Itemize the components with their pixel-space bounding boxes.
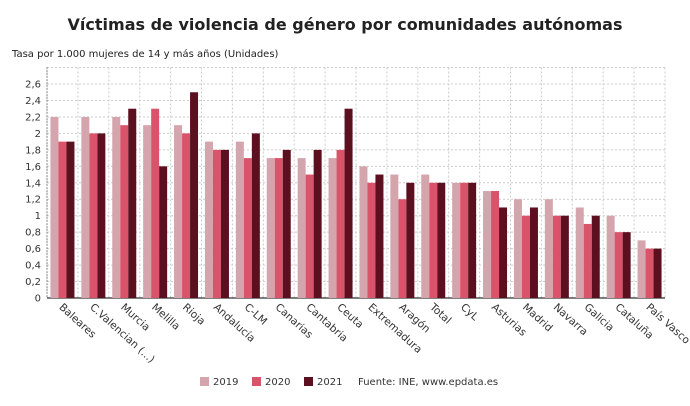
bar-2020 [274,158,283,298]
bar-2019 [483,191,492,298]
bar-2021 [313,149,322,298]
y-tick-label: 0,4 [25,261,41,272]
legend-label: 2021 [317,377,342,388]
y-tick-label: 2 [35,129,41,140]
bar-2021 [591,215,600,298]
bar-2021 [406,182,415,298]
x-tick-label: País Vasco [644,301,690,346]
bar-2021 [97,133,106,298]
y-tick-label: 2,2 [25,112,41,123]
bar-2021 [375,174,384,298]
chart-title: Víctimas de violencia de género por comu… [68,15,623,34]
y-tick-label: 0,6 [25,244,41,255]
legend-label: 2019 [213,377,238,388]
bar-2021 [159,166,168,298]
bar-2019 [359,166,368,298]
bar-2019 [235,141,244,298]
y-axis-label: Tasa por 1.000 mujeres de 14 y más años … [11,48,279,60]
bar-2020 [243,158,252,298]
y-tick-label: 2,4 [25,96,41,107]
bar-2020 [460,182,469,298]
bar-2020 [89,133,98,298]
bar-2020 [212,149,221,298]
source-note: Fuente: INE, www.epdata.es [358,377,498,388]
bar-2021 [220,149,229,298]
bar-2019 [204,141,213,298]
bar-2021 [251,133,260,298]
bar-2021 [529,207,538,298]
legend-swatch-2020 [252,377,261,386]
y-tick-label: 2,6 [25,80,41,91]
bar-2020 [521,215,530,298]
bar-2020 [367,182,376,298]
x-tick-label: Extremadura [365,301,424,356]
y-tick-label: 1,8 [25,145,41,156]
legend-label: 2020 [265,377,290,388]
bar-2019 [421,174,430,298]
bar-2019 [452,182,461,298]
bar-2020 [58,141,67,298]
bar-2019 [328,158,337,298]
bar-2021 [560,215,569,298]
bar-2021 [128,108,137,299]
bar-2021 [190,92,199,298]
y-tick-label: 1,4 [25,178,41,189]
bar-2019 [174,125,183,298]
bar-2020 [491,191,500,298]
legend-swatch-2019 [200,377,209,386]
bar-2021 [344,108,353,299]
bar-2019 [637,240,646,298]
legend-swatch-2021 [304,377,313,386]
bar-2020 [151,108,160,299]
x-tick-label: C-LM [242,301,269,327]
bar-2020 [583,223,592,298]
bar-2021 [622,232,631,298]
bar-2020 [305,174,314,298]
bar-2021 [468,182,477,298]
x-tick-label: CyL [458,301,481,323]
y-tick-label: 0,2 [25,277,41,288]
y-tick-label: 1 [35,211,41,222]
bar-2019 [297,158,306,298]
bar-2020 [336,149,345,298]
bar-2019 [390,174,399,298]
bar-2021 [499,207,508,298]
bar-2019 [544,199,553,298]
y-tick-label: 1,6 [25,162,41,173]
bar-2019 [606,215,615,298]
bar-2019 [575,207,584,298]
y-tick-label: 0 [35,294,41,305]
bar-2021 [66,141,75,298]
bar-2021 [282,149,291,298]
bar-2020 [614,232,623,298]
bar-2020 [398,199,407,298]
bar-2020 [182,133,191,298]
bar-2021 [653,248,662,298]
x-tick-label: Total [426,301,453,327]
bar-2020 [120,125,129,298]
y-tick-label: 0,8 [25,228,41,239]
bar-2019 [143,125,152,298]
bar-2019 [81,116,90,298]
x-tick-label: Rioja [180,301,207,327]
bar-2020 [645,248,654,298]
bar-2020 [429,182,438,298]
bar-2021 [437,182,446,298]
bar-2019 [266,158,275,298]
bar-2019 [112,116,121,298]
bar-2019 [513,199,522,298]
bar-2020 [552,215,561,298]
y-tick-label: 1,2 [25,195,41,206]
bar-2019 [50,116,59,298]
x-tick-label: Melilla [149,301,182,332]
